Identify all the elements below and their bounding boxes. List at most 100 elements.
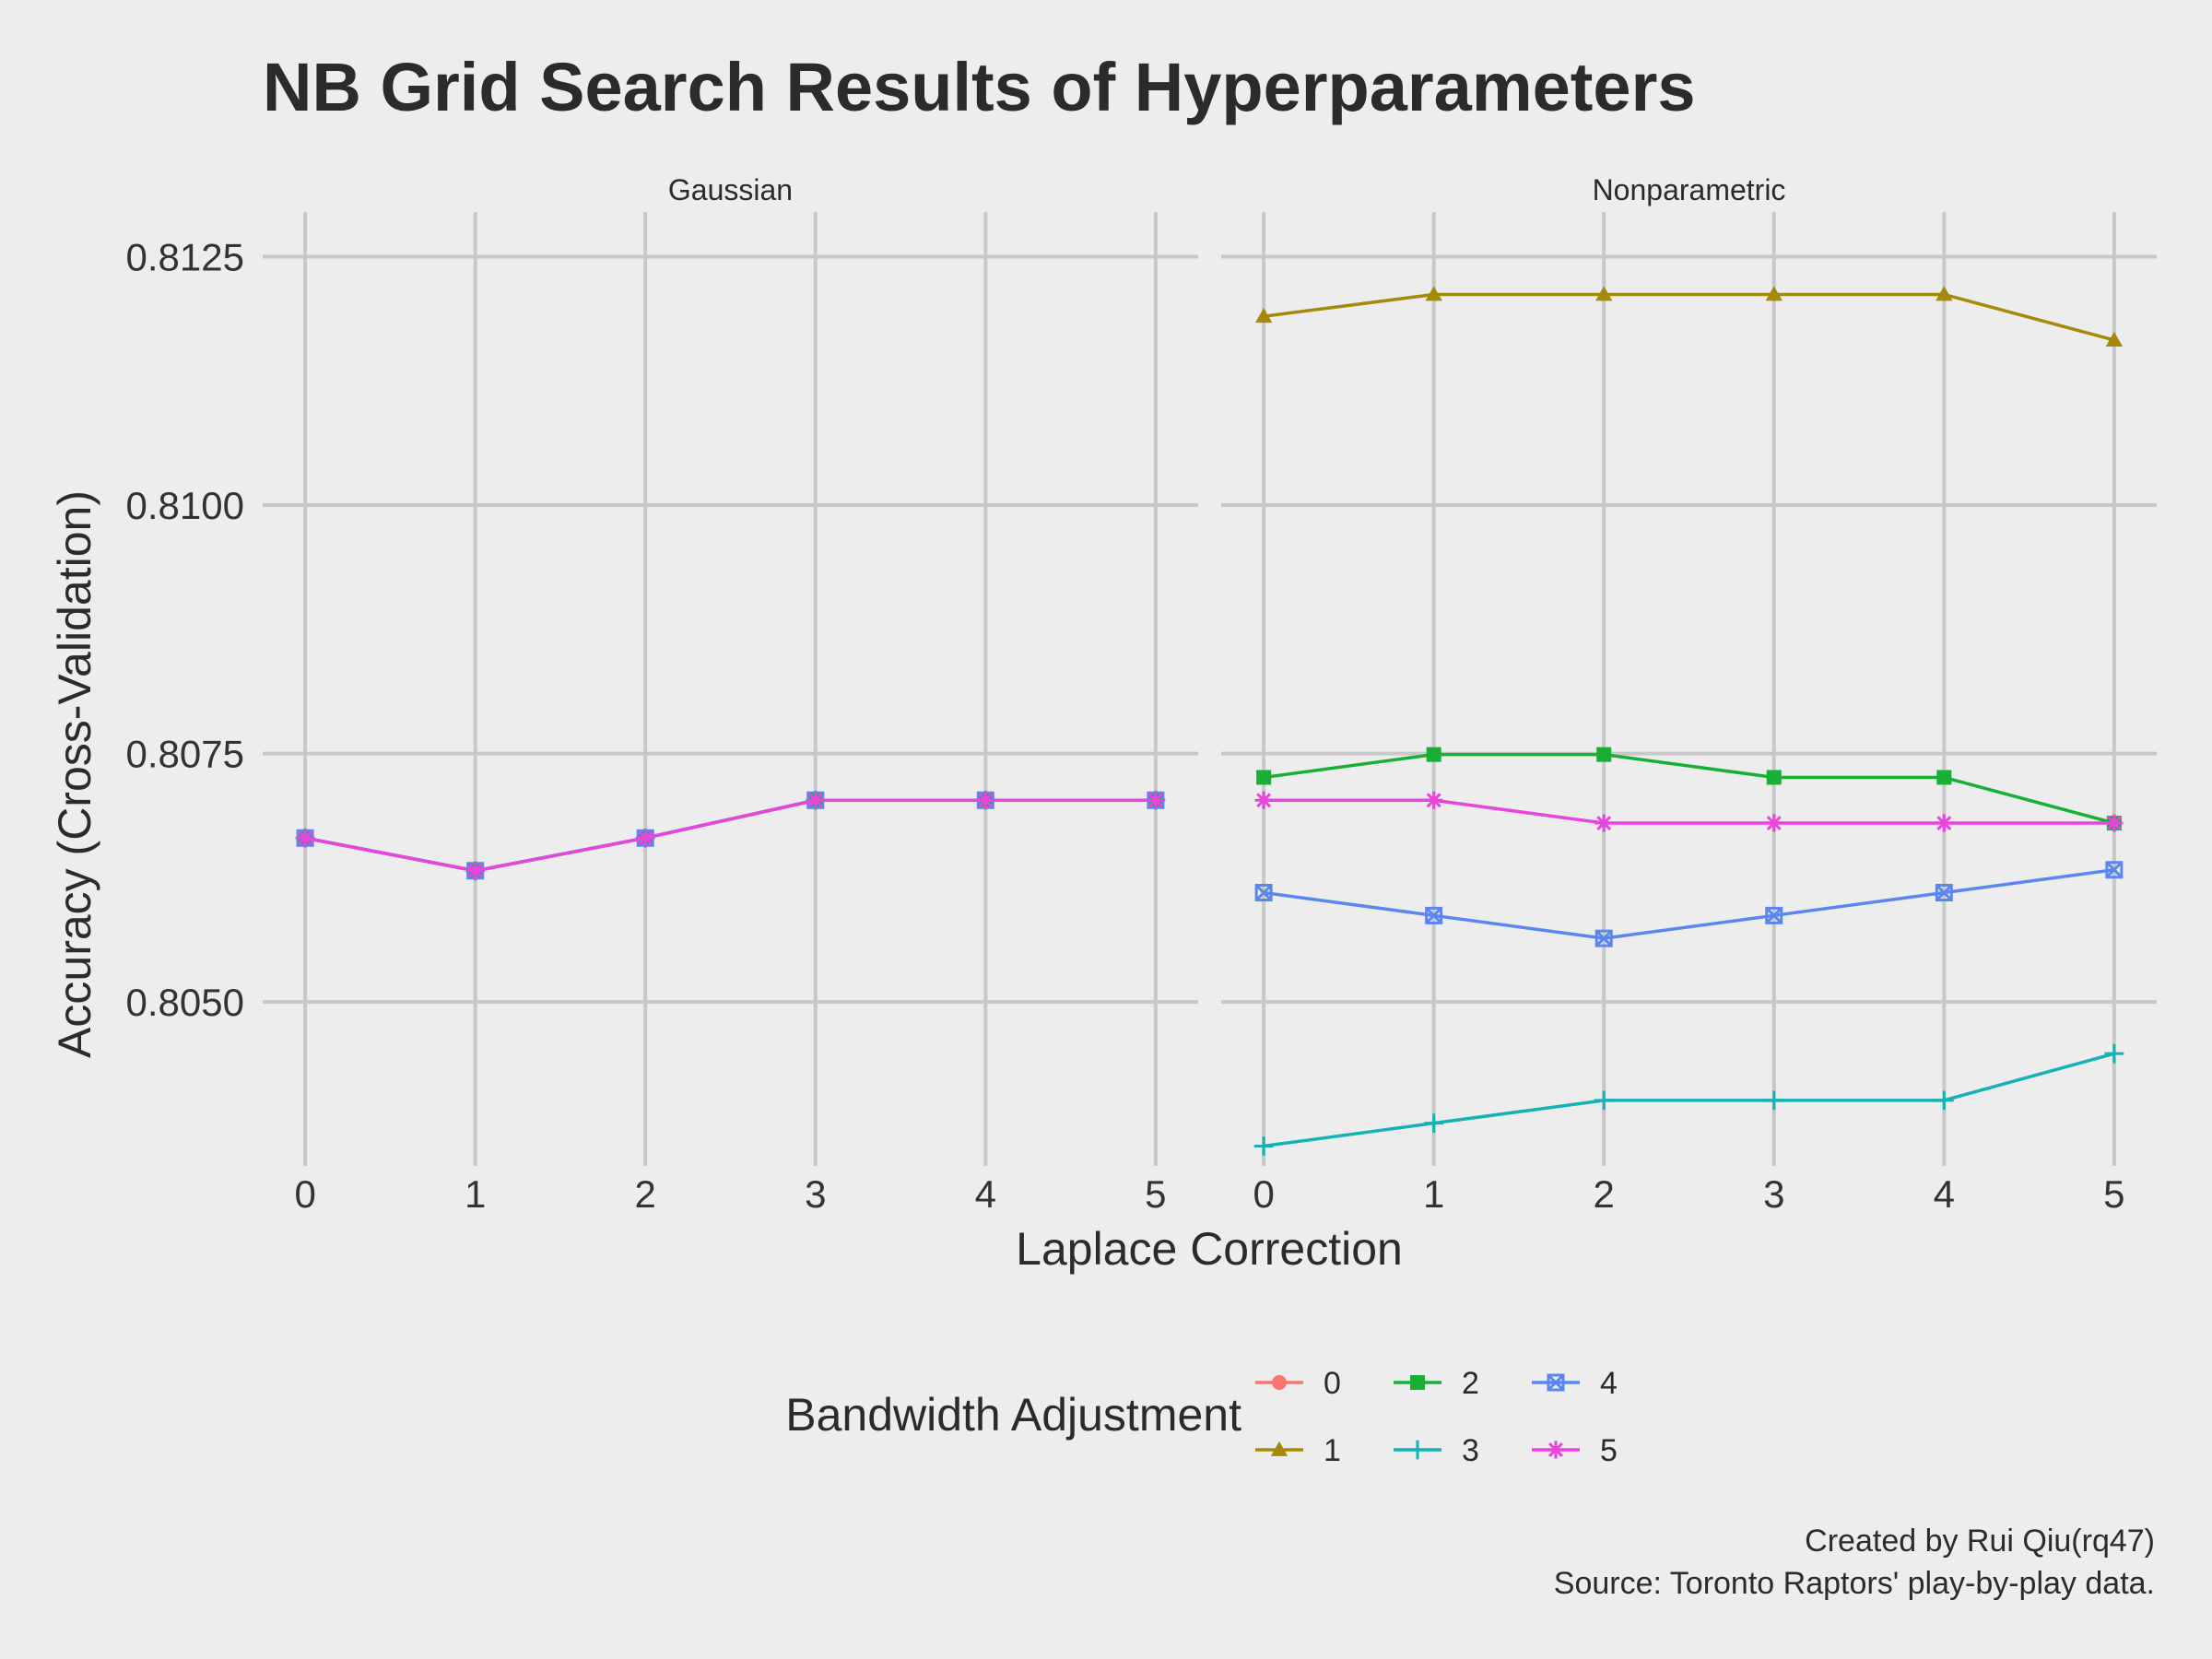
legend-key-marker xyxy=(1407,1440,1428,1460)
data-point xyxy=(1425,286,1442,301)
series-3 xyxy=(295,790,1166,881)
data-point xyxy=(1936,286,1953,301)
series-line-1 xyxy=(1263,292,2115,342)
legend-item-3: 3 xyxy=(1394,1433,1479,1468)
facet-label-gaussian: Gaussian xyxy=(668,173,793,206)
legend-title: Bandwidth Adjustment xyxy=(785,1389,1241,1441)
series-line-1 xyxy=(304,798,1156,873)
facet-panel-nonparametric: 0 1 2 3 4 5 xyxy=(1221,212,2157,1216)
x-tick-label: 3 xyxy=(805,1172,826,1216)
facet-panel-gaussian: 0 1 2 3 4 5 xyxy=(263,212,1198,1216)
data-point xyxy=(1424,1113,1444,1134)
series-line-5 xyxy=(1264,798,2114,825)
series-line-0 xyxy=(304,798,1156,873)
series-1 xyxy=(1254,286,2124,347)
legend-item-5: 5 xyxy=(1532,1433,1618,1468)
chart-title: NB Grid Search Results of Hyperparameter… xyxy=(263,49,1696,125)
series-line-2 xyxy=(304,798,1156,873)
x-tick-label: 5 xyxy=(1145,1172,1166,1216)
series-3 xyxy=(1253,1043,2124,1156)
x-tick-label: 3 xyxy=(1763,1172,1784,1216)
legend-key-marker xyxy=(1272,1375,1287,1390)
y-axis: 0.8050 0.8075 0.8100 0.8125 xyxy=(126,236,244,1025)
data-point xyxy=(1426,747,1441,762)
x-tick-label: 2 xyxy=(635,1172,656,1216)
x-tick-label: 1 xyxy=(465,1172,486,1216)
data-point xyxy=(1765,286,1783,301)
data-point xyxy=(1765,906,1783,924)
series-line-3 xyxy=(1263,1052,2115,1148)
legend-key-marker xyxy=(1547,1441,1565,1459)
y-tick-label: 0.8050 xyxy=(126,981,244,1024)
data-point xyxy=(1934,1090,1954,1111)
data-point xyxy=(1147,791,1165,809)
data-point xyxy=(2105,814,2124,832)
data-point xyxy=(1765,814,1783,832)
data-point xyxy=(296,829,314,847)
legend-item-0: 0 xyxy=(1255,1366,1341,1401)
caption-source: Source: Toronto Raptors' play-by-play da… xyxy=(1554,1566,2155,1601)
data-point xyxy=(806,791,825,809)
series-line-3 xyxy=(304,798,1156,873)
data-point xyxy=(1935,884,1953,902)
series-1 xyxy=(296,792,1165,877)
data-point xyxy=(1256,770,1272,785)
x-tick-label: 4 xyxy=(1934,1172,1955,1216)
data-point xyxy=(1425,906,1443,924)
data-point xyxy=(1766,770,1782,785)
data-point xyxy=(2105,331,2124,347)
data-point xyxy=(1764,1090,1784,1111)
legend-key-marker xyxy=(1270,1441,1288,1456)
data-point xyxy=(1594,1090,1614,1111)
series-2 xyxy=(298,793,1163,878)
series-5 xyxy=(1254,791,2124,832)
legend-label: 4 xyxy=(1600,1366,1618,1401)
y-tick-label: 0.8100 xyxy=(126,484,244,527)
legend-item-4: 4 xyxy=(1532,1366,1618,1401)
facet-label-nonparametric: Nonparametric xyxy=(1593,173,1786,206)
data-point xyxy=(1594,814,1613,832)
x-tick-label: 0 xyxy=(294,1172,315,1216)
series-5 xyxy=(296,791,1165,880)
data-point xyxy=(1594,929,1613,947)
legend-key-marker xyxy=(1410,1375,1425,1390)
x-tick-label: 1 xyxy=(1423,1172,1444,1216)
data-point xyxy=(1254,884,1273,902)
x-tick-label: 2 xyxy=(1594,1172,1615,1216)
data-point xyxy=(976,791,994,809)
legend-key-marker xyxy=(1547,1373,1565,1392)
legend-label: 3 xyxy=(1462,1433,1479,1468)
series-2 xyxy=(1256,747,2122,831)
data-point xyxy=(2105,861,2124,879)
data-point xyxy=(636,829,654,847)
legend-label: 5 xyxy=(1600,1433,1618,1468)
data-point xyxy=(466,862,485,880)
data-point xyxy=(2104,1043,2124,1064)
y-tick-label: 0.8075 xyxy=(126,733,244,776)
caption-credit: Created by Rui Qiu(rq47) xyxy=(1805,1524,2155,1559)
x-axis-title: Laplace Correction xyxy=(1016,1223,1403,1275)
data-point xyxy=(1254,308,1273,324)
legend-item-2: 2 xyxy=(1394,1366,1479,1401)
x-tick-label: 4 xyxy=(975,1172,996,1216)
series-4 xyxy=(296,791,1165,880)
legend-label: 2 xyxy=(1462,1366,1479,1401)
x-tick-label: 0 xyxy=(1253,1172,1274,1216)
data-point xyxy=(1253,1136,1274,1156)
legend-item-1: 1 xyxy=(1255,1433,1341,1468)
data-point xyxy=(1596,747,1612,762)
legend-label: 1 xyxy=(1324,1433,1341,1468)
series-line-5 xyxy=(304,798,1156,873)
legend-label: 0 xyxy=(1324,1366,1341,1401)
y-tick-label: 0.8125 xyxy=(126,236,244,279)
series-0 xyxy=(298,793,1163,878)
series-line-4 xyxy=(1263,867,2115,940)
legend: Bandwidth Adjustment 0 1 2 3 4 5 xyxy=(785,1366,1618,1468)
data-point xyxy=(1936,770,1952,785)
data-point xyxy=(1254,791,1273,809)
data-point xyxy=(1425,791,1443,809)
x-tick-label: 5 xyxy=(2103,1172,2124,1216)
series-4 xyxy=(1254,861,2124,947)
data-point xyxy=(1935,814,1953,832)
